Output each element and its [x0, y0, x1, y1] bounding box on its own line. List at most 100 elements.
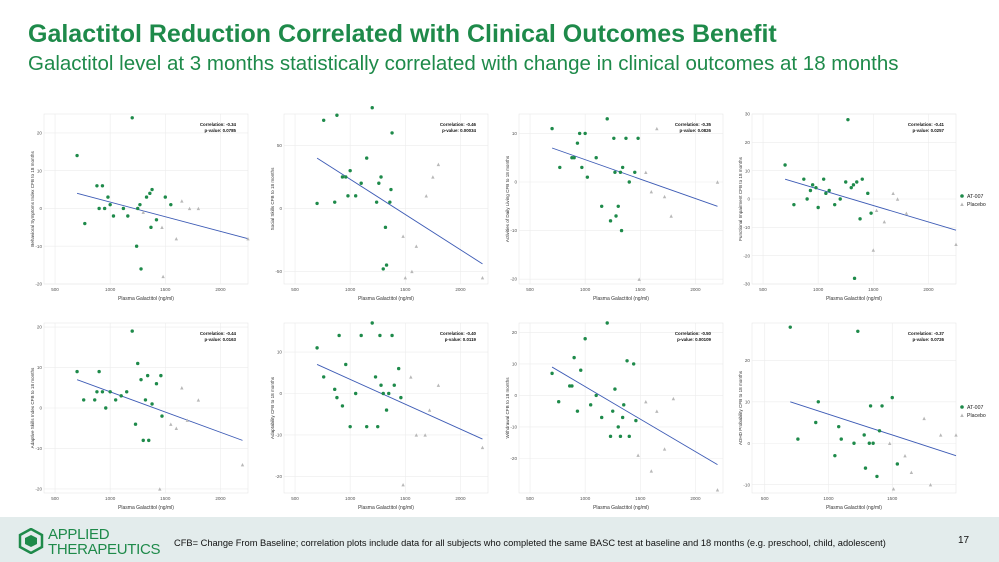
correlation-label: Correlation: -0.41	[908, 122, 945, 127]
at007-point	[100, 390, 105, 394]
at007-point	[353, 194, 358, 198]
at007-point	[579, 368, 583, 372]
at007-point	[869, 211, 873, 215]
at007-point	[612, 136, 616, 140]
y-tick-label: -10	[35, 244, 42, 249]
at007-point	[378, 333, 382, 338]
legend-placebo-marker	[960, 413, 964, 417]
legend: AT-007 Placebo	[960, 405, 986, 419]
y-tick-label: 0	[279, 206, 282, 211]
at007-point	[113, 398, 118, 402]
at007-point	[619, 228, 624, 233]
at007-point	[108, 390, 112, 394]
at007-point	[321, 118, 326, 122]
y-tick-label: 0	[514, 393, 517, 398]
footnote: CFB= Change From Baseline; correlation p…	[174, 538, 886, 548]
x-tick-label: 1500	[868, 287, 879, 292]
y-tick-label: -10	[275, 433, 282, 438]
x-tick-label: 1000	[105, 496, 116, 501]
y-tick-label: -10	[743, 225, 750, 230]
at007-point	[625, 359, 629, 363]
at007-point	[333, 387, 337, 392]
y-tick-label: 0	[747, 441, 750, 446]
y-tick-label: 10	[37, 365, 43, 370]
legend-at007-label: AT-007	[967, 405, 983, 411]
x-tick-label: 2000	[455, 287, 466, 292]
at007-point	[583, 337, 587, 341]
at007-point	[614, 214, 618, 218]
x-tick-label: 1500	[635, 287, 646, 292]
placebo-point	[423, 433, 427, 437]
y-tick-label: 10	[512, 131, 518, 136]
placebo-point	[246, 236, 250, 241]
placebo-point	[424, 194, 428, 198]
at007-point	[846, 117, 850, 122]
chart-adaptive-skills: 500 1000 1500 2000 -20 -10 0 10 20 Plasma Galacti…	[30, 314, 254, 511]
pvalue-label: p-value: 0.00034	[442, 128, 476, 133]
page-subtitle: Galactitol level at 3 months statistical…	[28, 52, 899, 75]
placebo-point	[414, 433, 419, 437]
at007-point	[388, 200, 392, 204]
placebo-point	[160, 225, 164, 230]
placebo-point	[882, 219, 887, 224]
at007-point	[572, 355, 576, 360]
at007-point	[594, 393, 598, 398]
y-tick-label: -10	[510, 424, 517, 429]
at007-point	[344, 362, 348, 367]
at007-point	[851, 183, 856, 187]
at007-point	[572, 156, 576, 160]
x-axis-label: Plasma Galactitol (ng/ml)	[826, 296, 882, 302]
placebo-point	[649, 469, 654, 473]
at007-point	[111, 214, 116, 218]
pvalue-label: p-value: 0.0163	[205, 337, 237, 342]
at007-point	[381, 391, 385, 396]
placebo-point	[644, 400, 648, 404]
legend: AT-007 Placebo	[960, 194, 986, 208]
at007-point	[390, 333, 394, 338]
at007-point	[613, 387, 617, 391]
at007-point	[821, 177, 826, 181]
placebo-point	[644, 170, 648, 174]
at007-point	[605, 321, 609, 325]
at007-point	[895, 462, 900, 466]
at007-point	[379, 175, 383, 179]
x-tick-label: 1500	[160, 287, 171, 292]
x-tick-label: 500	[51, 496, 59, 501]
x-tick-label: 500	[761, 496, 769, 501]
y-tick-label: 20	[37, 130, 43, 135]
x-axis-label: Plasma Galactitol (ng/ml)	[118, 505, 174, 511]
y-tick-label: -20	[743, 253, 750, 258]
x-tick-label: 2000	[923, 287, 934, 292]
placebo-point	[410, 269, 414, 274]
placebo-point	[414, 244, 419, 248]
y-tick-label: -20	[275, 474, 282, 479]
y-tick-label: 10	[745, 168, 751, 173]
pvalue-label: p-value: 0.0257	[913, 128, 945, 133]
at007-point	[390, 131, 394, 135]
at007-point	[75, 369, 79, 374]
at007-point	[147, 438, 151, 443]
at007-point	[102, 206, 107, 211]
placebo-point	[871, 248, 875, 252]
at007-point	[136, 206, 140, 211]
chart-adhd-probability: 500 1000 1500 -10 0 10 20 Plasma Galactitol (ng…	[738, 314, 962, 511]
x-tick-label: 1000	[813, 287, 824, 292]
chart-functional-impairment: 500 1000 1500 2000 -30 -20 -10 0 10 20 30 Plasma Ga…	[738, 105, 962, 302]
at007-point	[863, 466, 868, 470]
y-tick-label: 0	[279, 391, 282, 396]
company-logo: APPLIED THERAPEUTICS	[18, 524, 168, 558]
correlation-label: Correlation: -0.50	[675, 331, 712, 336]
y-axis-label: ADHD Probability CFB to 18 months	[738, 370, 743, 445]
at007-point	[104, 406, 108, 410]
at007-point	[377, 181, 381, 185]
x-axis-label: Plasma Galactitol (ng/ml)	[593, 296, 649, 302]
scatter-plot: 500 1000 1500 2000 -30 -20 -10 0 10 20 30 Plasma Ga…	[738, 112, 958, 302]
chart-adaptability: 500 1000 1500 2000 -20 -10 0 10 Plasma Galactito…	[270, 314, 494, 511]
pvalue-label: p-value: 0.0726	[913, 337, 945, 342]
regression-line	[76, 379, 243, 441]
placebo-point	[671, 396, 676, 401]
at007-point	[315, 346, 319, 350]
x-tick-label: 1000	[345, 496, 356, 501]
at007-point	[624, 136, 628, 140]
at007-point	[600, 204, 604, 208]
